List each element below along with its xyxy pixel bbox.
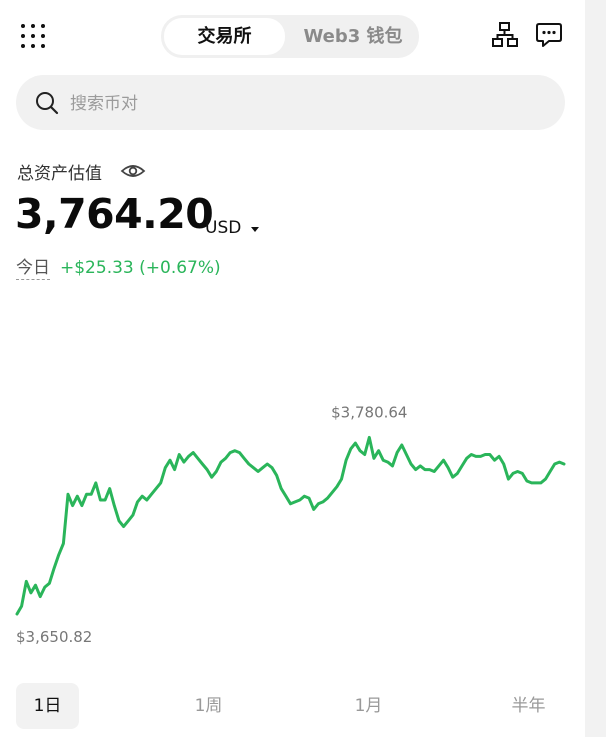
- eye-icon[interactable]: [120, 161, 146, 181]
- portfolio-line-chart[interactable]: $3,780.64 $3,650.82: [0, 320, 585, 650]
- message-icon[interactable]: [534, 20, 564, 50]
- today-pnl: +$25.33 (+0.67%): [60, 258, 221, 278]
- chart-max-label: $3,780.64: [331, 403, 407, 421]
- search-bar[interactable]: [16, 75, 565, 130]
- apps-grid-icon[interactable]: [19, 22, 47, 50]
- period-1w[interactable]: 1周: [194, 696, 223, 716]
- total-asset-value: 3,764.20: [15, 190, 214, 238]
- currency-selector[interactable]: USD: [205, 218, 242, 238]
- tab-exchange[interactable]: 交易所: [164, 18, 285, 55]
- mode-switch: 交易所 Web3 钱包: [161, 15, 419, 58]
- chart-min-label: $3,650.82: [16, 628, 92, 646]
- search-input[interactable]: [68, 85, 532, 122]
- sitemap-icon[interactable]: [490, 20, 520, 50]
- search-icon: [36, 92, 59, 115]
- series-line: [15, 435, 566, 616]
- period-1m[interactable]: 1月: [354, 696, 383, 716]
- period-1d[interactable]: 1日: [16, 683, 79, 729]
- today-label[interactable]: 今日: [16, 258, 50, 280]
- period-6m[interactable]: 半年: [511, 696, 546, 716]
- caret-down-icon[interactable]: [251, 227, 259, 232]
- period-selector: 1日 1周 1月 半年: [0, 683, 585, 729]
- tab-web3-wallet[interactable]: Web3 钱包: [303, 26, 403, 47]
- scrollbar-track[interactable]: [585, 0, 606, 737]
- total-asset-label: 总资产估值: [17, 164, 102, 184]
